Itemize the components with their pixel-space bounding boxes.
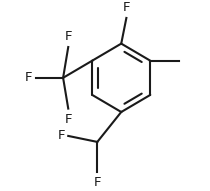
Text: F: F: [25, 71, 32, 84]
Text: F: F: [64, 30, 72, 43]
Text: F: F: [64, 113, 72, 126]
Text: F: F: [57, 129, 65, 142]
Text: F: F: [123, 1, 130, 14]
Text: F: F: [94, 176, 101, 189]
